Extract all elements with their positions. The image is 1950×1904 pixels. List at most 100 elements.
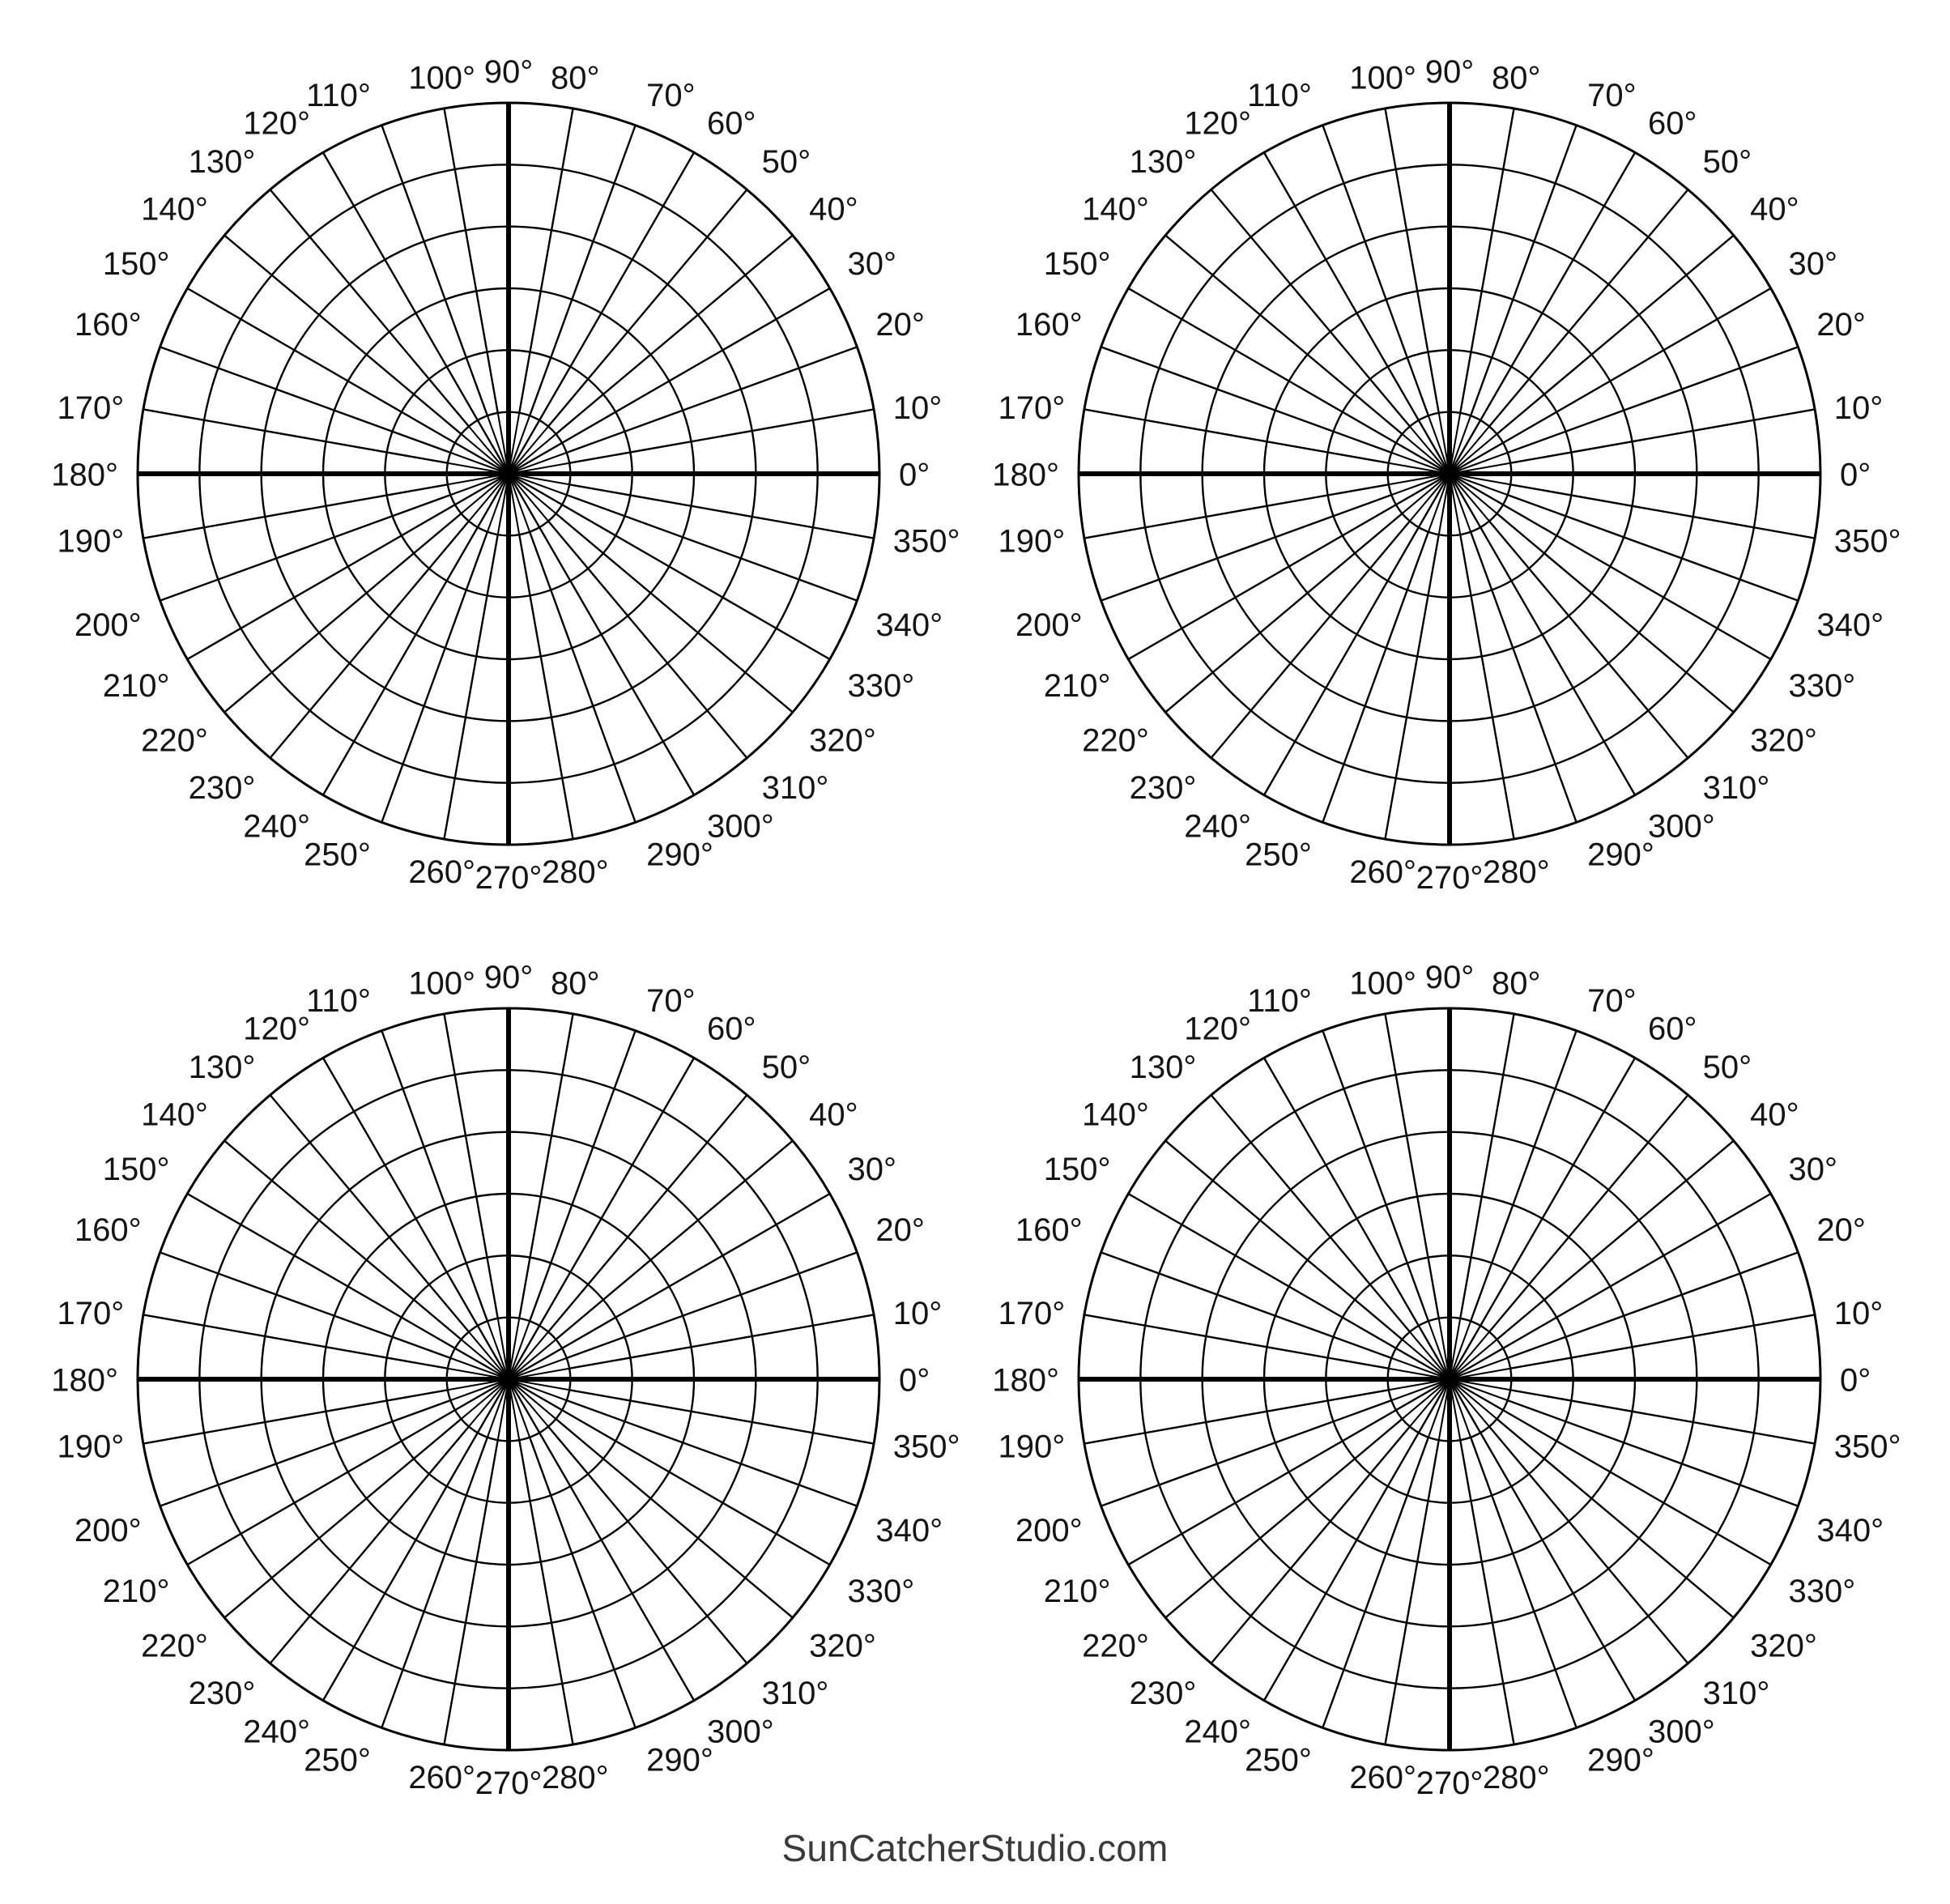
spoke-260: [443, 534, 499, 840]
spoke-50: [1488, 189, 1689, 428]
tick-label-180: 180°: [51, 457, 118, 492]
tick-label-150: 150°: [103, 1152, 170, 1187]
tick-label-10: 10°: [893, 1296, 943, 1331]
tick-label-250: 250°: [304, 1742, 371, 1778]
tick-label-180: 180°: [992, 457, 1059, 492]
hub-spoke-290: [508, 473, 531, 533]
hub-spoke-140: [1401, 433, 1450, 475]
hub-spoke-170: [1388, 462, 1450, 475]
hub-spoke-140: [460, 1339, 509, 1380]
spoke-320: [555, 513, 794, 713]
tick-label-50: 50°: [1703, 144, 1752, 180]
hub-spoke-140: [1401, 1339, 1450, 1380]
polar-chart-bottom-left-svg: 0° 10° 20° 30° 40° 50°60° 70° 80° 90° 100° 110°120…: [51, 960, 960, 1801]
tick-label-200: 200°: [1015, 1513, 1083, 1548]
tick-labels: 0° 10° 20° 30° 40° 50°60° 70° 80° 90°100° 110°120…: [992, 54, 1901, 896]
tick-label-180: 180°: [51, 1362, 118, 1398]
tick-label-300: 300°: [707, 1714, 774, 1749]
spoke-350: [568, 483, 875, 539]
tick-label-70: 70°: [1587, 78, 1637, 113]
hub-spoke-280: [1448, 473, 1462, 535]
tick-label-80: 80°: [1492, 60, 1541, 96]
angular-spokes: [1079, 1008, 1820, 1750]
spoke-200: [1101, 1399, 1392, 1507]
spoke-200: [160, 493, 451, 602]
tick-label-130: 130°: [189, 1050, 256, 1085]
tick-label-90: 90°: [1425, 54, 1475, 90]
tick-label-240: 240°: [243, 1714, 310, 1749]
tick-label-270: 270°: [475, 1766, 543, 1801]
tick-label-20: 20°: [875, 1212, 925, 1248]
tick-label-260: 260°: [408, 1760, 475, 1795]
spoke-220: [1164, 1418, 1403, 1619]
spoke-150: [186, 1192, 509, 1381]
tick-label-350: 350°: [893, 524, 960, 560]
spoke-260: [1384, 534, 1440, 840]
tick-label-200: 200°: [1015, 607, 1083, 643]
hub-spoke-280: [507, 473, 521, 535]
hub-spoke-350: [508, 472, 570, 486]
tick-label-200: 200°: [75, 607, 142, 643]
hub-spoke-110: [486, 415, 509, 475]
tick-label-100: 100°: [1349, 60, 1416, 96]
spoke-30: [1449, 287, 1772, 475]
hub-spoke-310: [1449, 1378, 1490, 1428]
tick-label-250: 250°: [1245, 1742, 1312, 1778]
tick-label-350: 350°: [1834, 524, 1901, 560]
tick-label-20: 20°: [1816, 307, 1866, 343]
tick-label-50: 50°: [762, 144, 811, 180]
spoke-240: [1262, 473, 1451, 796]
spoke-280: [1459, 534, 1515, 840]
spoke-320: [555, 1418, 794, 1619]
spoke-250: [381, 531, 489, 823]
tick-label-30: 30°: [1788, 1152, 1837, 1187]
tick-label-110: 110°: [1247, 78, 1312, 113]
tick-label-0: 0°: [899, 1362, 930, 1398]
hub-spoke-200: [449, 473, 509, 496]
spoke-310: [547, 1425, 748, 1664]
tick-label-20: 20°: [875, 307, 925, 343]
spoke-250: [1322, 531, 1430, 823]
angular-spokes: [1079, 103, 1820, 845]
hub-spoke-10: [508, 462, 570, 475]
hub-spoke-310: [508, 1378, 549, 1428]
spoke-160: [1101, 346, 1392, 454]
tick-label-120: 120°: [243, 106, 310, 142]
spoke-140: [224, 234, 462, 435]
tick-label-260: 260°: [408, 854, 475, 890]
spoke-240: [1262, 1378, 1451, 1702]
spoke-60: [1448, 1057, 1637, 1380]
tick-label-70: 70°: [646, 78, 696, 113]
hub-spoke-160: [1390, 451, 1450, 475]
hub-spoke-190: [447, 1378, 509, 1391]
tick-label-130: 130°: [189, 144, 256, 180]
spoke-310: [1488, 1425, 1689, 1664]
hub-spoke-130: [468, 425, 509, 475]
spoke-40: [1496, 234, 1735, 435]
hub-spoke-80: [507, 412, 521, 475]
tick-label-340: 340°: [875, 1513, 943, 1548]
tick-label-230: 230°: [189, 770, 256, 806]
tick-label-100: 100°: [1349, 965, 1416, 1001]
spoke-60: [1448, 151, 1637, 475]
tick-label-40: 40°: [809, 192, 858, 228]
spoke-330: [508, 472, 831, 661]
spoke-230: [269, 1425, 470, 1664]
spoke-50: [547, 1094, 748, 1333]
tick-label-260: 260°: [1349, 1760, 1416, 1795]
hub-spoke-310: [1449, 473, 1490, 522]
spoke-350: [1509, 483, 1816, 539]
polar-chart-top-left: 0° 10° 20° 30° 40° 50° 60° 70° 80° 90° 100° 110° 120…: [0, 0, 1066, 999]
hub-spoke-80: [1448, 1318, 1462, 1380]
spoke-70: [528, 1030, 637, 1322]
spoke-140: [224, 1139, 462, 1340]
hub-spoke-10: [1449, 462, 1511, 475]
tick-label-350: 350°: [893, 1429, 960, 1465]
tick-label-40: 40°: [1750, 192, 1799, 228]
spoke-100: [1384, 108, 1440, 414]
hub-spoke-200: [449, 1378, 509, 1402]
tick-label-150: 150°: [1044, 1152, 1111, 1187]
tick-label-60: 60°: [707, 1012, 756, 1047]
hub-spoke-220: [460, 1378, 509, 1420]
tick-label-310: 310°: [762, 770, 829, 806]
